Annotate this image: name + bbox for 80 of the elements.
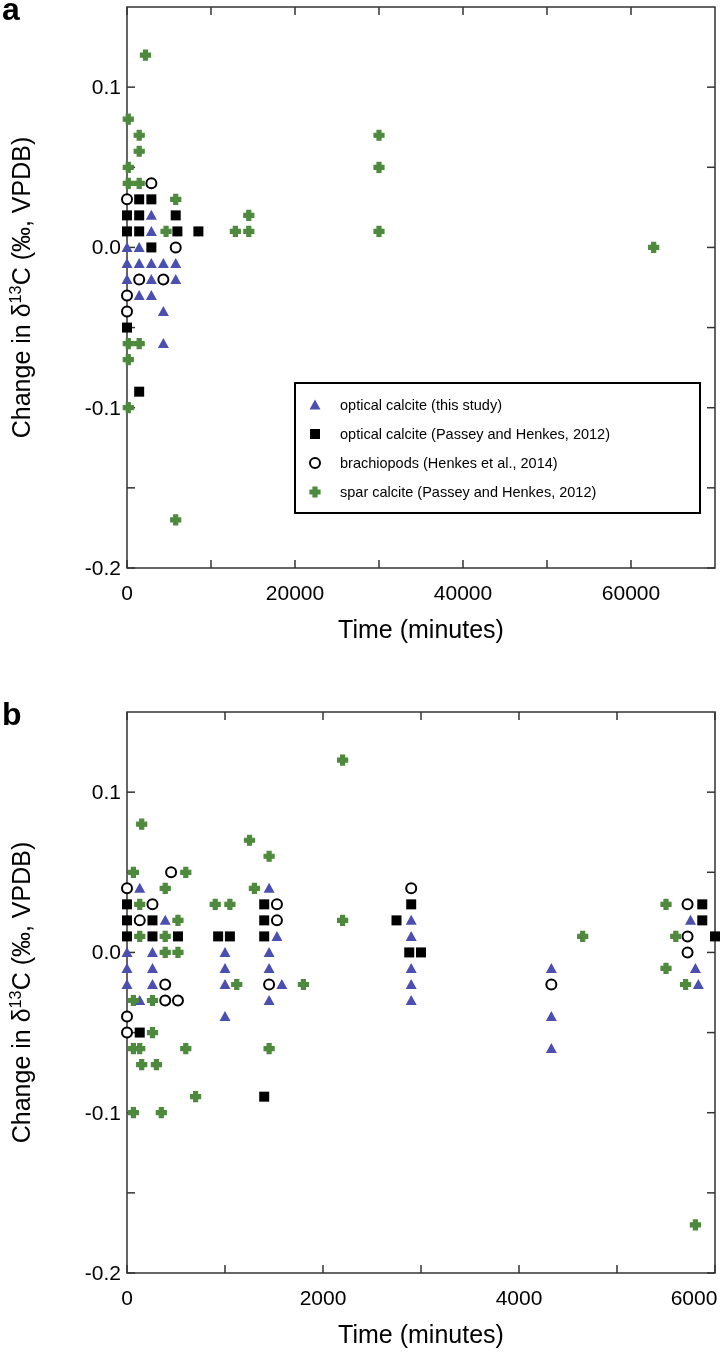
point	[169, 241, 182, 254]
y-tick-label: 0.0	[91, 940, 121, 964]
point	[243, 225, 255, 237]
point	[157, 257, 169, 268]
point	[121, 289, 133, 302]
point	[133, 290, 145, 301]
point	[145, 257, 157, 268]
point	[170, 210, 181, 221]
y-tick-label: 0.0	[91, 235, 121, 259]
point	[121, 273, 133, 284]
point	[373, 129, 385, 141]
point	[133, 241, 145, 252]
point	[157, 273, 170, 286]
y-tick-label: -0.2	[84, 556, 121, 579]
point	[145, 290, 157, 301]
chart-title: b	[2, 696, 22, 732]
chart-title: a	[2, 0, 20, 27]
legend-label: brachiopods (Henkes et al., 2014)	[340, 455, 558, 471]
point	[134, 226, 145, 237]
point	[145, 225, 157, 236]
point	[122, 210, 132, 221]
point	[146, 194, 157, 205]
point	[373, 161, 385, 173]
point	[122, 113, 134, 125]
point	[160, 225, 172, 237]
point	[145, 209, 157, 220]
legend-label: optical calcite (Passey and Henkes, 2012)	[340, 426, 611, 442]
point	[134, 210, 145, 221]
point	[157, 338, 169, 349]
point	[648, 241, 660, 254]
point	[229, 225, 241, 237]
point	[145, 273, 157, 284]
x-tick-label: 40000	[433, 581, 493, 604]
point	[243, 209, 255, 221]
point	[170, 193, 182, 205]
point	[122, 161, 134, 173]
point	[193, 226, 204, 237]
point	[121, 241, 133, 252]
point	[146, 242, 157, 253]
point	[172, 226, 183, 237]
x-tick-label: 0	[121, 581, 133, 604]
point	[133, 257, 145, 268]
point	[122, 226, 132, 237]
point	[157, 306, 169, 317]
point	[145, 177, 158, 190]
point	[170, 514, 182, 526]
x-tick-label: 6000	[670, 1286, 718, 1309]
y-tick-label: -0.2	[84, 1261, 121, 1284]
x-tick-label: 60000	[601, 581, 661, 604]
x-tick-label: 4000	[495, 1286, 543, 1309]
y-tick-label: 0.1	[91, 75, 121, 99]
x-tick-label: 2000	[299, 1286, 347, 1309]
y-tick-label: -0.1	[84, 1100, 121, 1124]
point	[170, 273, 182, 284]
point	[121, 305, 133, 318]
point	[121, 193, 133, 206]
point	[121, 257, 133, 268]
x-axis-title: Time (minutes)	[338, 615, 504, 643]
x-tick-label: 20000	[265, 581, 325, 604]
point	[134, 386, 145, 397]
point	[122, 354, 134, 366]
point	[133, 177, 145, 189]
point	[134, 194, 145, 205]
y-tick-label: 0.1	[91, 780, 121, 804]
point	[139, 49, 152, 61]
point	[170, 257, 182, 268]
point	[133, 129, 145, 141]
point	[122, 322, 132, 333]
point	[133, 338, 145, 350]
point	[373, 225, 385, 237]
point	[133, 145, 145, 157]
point	[122, 177, 134, 189]
y-tick-label: -0.1	[84, 395, 121, 419]
point	[122, 402, 134, 414]
x-axis-title: Time (minutes)	[338, 1320, 504, 1348]
point	[133, 273, 146, 286]
legend-label: optical calcite (this study)	[340, 397, 502, 413]
legend-label: spar calcite (Passey and Henkes, 2012)	[340, 484, 597, 500]
x-tick-label: 0	[121, 1286, 133, 1309]
point	[122, 338, 134, 350]
